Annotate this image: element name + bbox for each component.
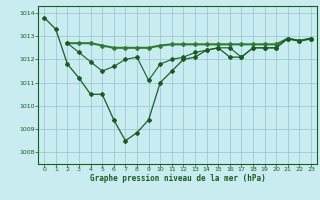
X-axis label: Graphe pression niveau de la mer (hPa): Graphe pression niveau de la mer (hPa) — [90, 174, 266, 183]
